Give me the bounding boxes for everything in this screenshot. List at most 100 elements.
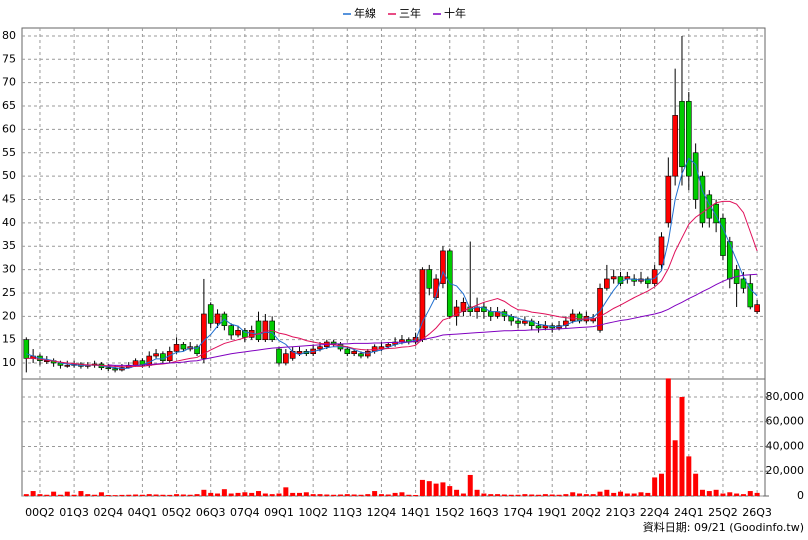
volume-bar	[310, 494, 316, 496]
candle-body	[460, 301, 467, 312]
candle-body	[228, 325, 234, 336]
candle-body	[604, 278, 610, 289]
volume-bar	[419, 479, 425, 496]
candle-body	[23, 339, 30, 359]
volume-bar	[262, 493, 268, 496]
volume-bar	[215, 493, 221, 496]
volume-bar	[440, 482, 446, 496]
candle-body	[351, 351, 357, 355]
candle-body	[180, 344, 187, 350]
ma-line	[26, 200, 758, 368]
x-tick-label: 26Q3	[742, 506, 772, 519]
volume-bar	[495, 494, 501, 496]
volume-bar	[597, 491, 603, 496]
volume-bar	[331, 494, 337, 496]
volume-bar	[358, 494, 364, 496]
candle-body	[658, 236, 665, 266]
candle-body	[692, 152, 699, 200]
volume-bar	[467, 474, 473, 496]
x-tick-label: 15Q2	[435, 506, 465, 519]
y-tick-label: 10	[2, 356, 16, 369]
candle-body	[597, 287, 603, 331]
volume-bar	[194, 494, 200, 496]
volume-bar	[672, 440, 678, 496]
volume-tick-label: 20,000	[766, 464, 805, 477]
candle-body	[679, 101, 685, 168]
y-tick-label: 50	[2, 169, 16, 182]
volume-bar	[283, 487, 289, 496]
volume-bar	[23, 494, 29, 496]
volume-tick-label: 60,000	[766, 415, 805, 428]
volume-tick-label: 40,000	[766, 439, 805, 452]
volume-bar	[631, 493, 637, 496]
volume-bar	[365, 494, 371, 496]
candle-body	[665, 175, 672, 224]
y-tick-label: 15	[2, 333, 16, 346]
volume-bar	[693, 473, 699, 496]
volume-bar	[378, 494, 384, 496]
candle-body	[535, 325, 542, 329]
volume-bar	[447, 486, 453, 496]
x-tick-label: 21Q3	[606, 506, 636, 519]
volume-bar	[146, 494, 152, 496]
x-tick-label: 09Q1	[264, 506, 294, 519]
volume-bar	[126, 494, 132, 496]
x-tick-label: 04Q1	[128, 506, 158, 519]
volume-bar	[297, 492, 302, 496]
x-tick-label: 22Q4	[640, 506, 670, 519]
volume-bar	[426, 481, 432, 496]
candle-body	[358, 353, 364, 357]
candle-body	[672, 115, 678, 177]
volume-bar	[583, 494, 589, 496]
volume-bar	[590, 494, 596, 496]
y-tick-label: 60	[2, 122, 16, 135]
volume-bar	[515, 494, 521, 496]
volume-bar	[351, 494, 357, 496]
volume-bar	[256, 491, 262, 496]
x-tick-label: 11Q3	[332, 506, 362, 519]
x-tick-label: 01Q3	[59, 506, 89, 519]
x-tick-label: 19Q1	[537, 506, 567, 519]
candle-body	[713, 203, 719, 224]
y-tick-label: 30	[2, 263, 16, 276]
volume-bar	[303, 492, 309, 496]
volume-bar	[201, 489, 207, 496]
volume-bar	[208, 492, 214, 496]
x-tick-label: 24Q1	[674, 506, 704, 519]
volume-bar	[706, 491, 712, 496]
volume-bar	[133, 494, 139, 496]
volume-bar	[242, 492, 248, 496]
volume-bar	[611, 492, 617, 496]
volume-bar	[167, 494, 173, 496]
volume-bar	[413, 495, 419, 496]
volume-bar	[235, 492, 241, 496]
y-tick-label: 65	[2, 99, 16, 112]
volume-bar	[51, 491, 57, 496]
volume-bar	[652, 477, 658, 496]
x-tick-label: 05Q2	[162, 506, 192, 519]
source-note: 資料日期: 09/21 (Goodinfo.tw)	[643, 520, 804, 534]
volume-bar	[542, 494, 548, 496]
volume-bar	[85, 494, 91, 496]
volume-bar	[618, 491, 624, 496]
volume-bar	[160, 494, 166, 496]
volume-bar	[563, 494, 569, 496]
volume-bar	[71, 494, 77, 496]
candle-body	[255, 320, 262, 340]
candle-body	[569, 313, 576, 322]
volume-bar	[249, 492, 255, 496]
plot-frame	[21, 27, 766, 497]
volume-bar	[433, 483, 439, 496]
volume-bar	[740, 494, 746, 496]
candle-body	[440, 250, 446, 284]
x-tick-label: 02Q4	[93, 506, 123, 519]
volume-bar	[187, 494, 193, 496]
x-tick-label: 00Q2	[25, 506, 55, 519]
candle-body	[194, 346, 200, 355]
candle-body	[262, 320, 269, 340]
volume-bar	[679, 396, 685, 496]
volume-bar	[337, 494, 343, 496]
volume-bar	[30, 491, 36, 496]
volume-bar	[481, 493, 487, 496]
